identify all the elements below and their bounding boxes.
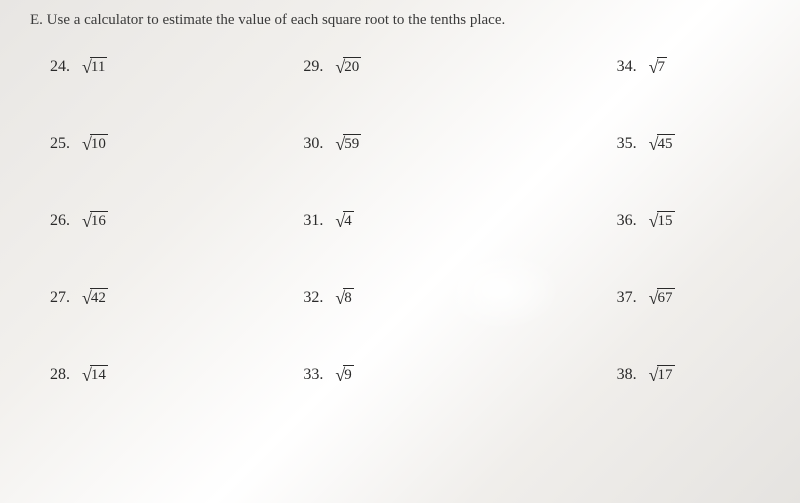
radical-icon: √ <box>335 289 345 307</box>
problem-number: 32. <box>303 289 323 307</box>
radical-icon: √ <box>82 366 92 384</box>
sqrt-expression: √ 45 <box>649 134 675 153</box>
radicand: 42 <box>90 288 108 307</box>
radical-icon: √ <box>82 289 92 307</box>
radicand: 67 <box>657 288 675 307</box>
radicand: 17 <box>657 365 675 384</box>
problem-36: 36. √ 15 <box>557 211 770 230</box>
radicand: 16 <box>90 211 108 230</box>
radicand: 15 <box>657 211 675 230</box>
sqrt-expression: √ 10 <box>82 134 108 153</box>
radicand: 14 <box>90 365 108 384</box>
problem-26: 26. √ 16 <box>50 211 263 230</box>
problem-number: 31. <box>303 212 323 230</box>
radical-icon: √ <box>82 135 92 153</box>
problem-35: 35. √ 45 <box>557 134 770 153</box>
problem-28: 28. √ 14 <box>50 365 263 384</box>
radical-icon: √ <box>335 212 345 230</box>
problem-number: 35. <box>617 135 637 153</box>
problem-29: 29. √ 20 <box>303 57 516 76</box>
problem-number: 29. <box>303 58 323 76</box>
sqrt-expression: √ 14 <box>82 365 108 384</box>
problem-24: 24. √ 11 <box>50 57 263 76</box>
problem-38: 38. √ 17 <box>557 365 770 384</box>
radicand: 20 <box>343 57 361 76</box>
problem-number: 37. <box>617 289 637 307</box>
sqrt-expression: √ 67 <box>649 288 675 307</box>
radicand: 10 <box>90 134 108 153</box>
sqrt-expression: √ 16 <box>82 211 108 230</box>
sqrt-expression: √ 15 <box>649 211 675 230</box>
radical-icon: √ <box>82 212 92 230</box>
radical-icon: √ <box>649 135 659 153</box>
sqrt-expression: √ 42 <box>82 288 108 307</box>
problem-number: 24. <box>50 58 70 76</box>
radical-icon: √ <box>335 135 345 153</box>
sqrt-expression: √ 11 <box>82 57 107 76</box>
sqrt-expression: √ 59 <box>335 134 361 153</box>
problem-number: 33. <box>303 366 323 384</box>
sqrt-expression: √ 7 <box>649 57 667 76</box>
sqrt-expression: √ 20 <box>335 57 361 76</box>
problem-34: 34. √ 7 <box>557 57 770 76</box>
radical-icon: √ <box>649 58 659 76</box>
sqrt-expression: √ 9 <box>335 365 353 384</box>
problem-number: 28. <box>50 366 70 384</box>
problems-grid: 24. √ 11 29. √ 20 34. √ 7 25. √ 10 30. √… <box>30 57 770 384</box>
sqrt-expression: √ 4 <box>335 211 353 230</box>
problem-27: 27. √ 42 <box>50 288 263 307</box>
problem-number: 30. <box>303 135 323 153</box>
radicand: 45 <box>657 134 675 153</box>
problem-25: 25. √ 10 <box>50 134 263 153</box>
radical-icon: √ <box>82 58 92 76</box>
radical-icon: √ <box>335 366 345 384</box>
problem-number: 26. <box>50 212 70 230</box>
problem-number: 38. <box>617 366 637 384</box>
radical-icon: √ <box>649 366 659 384</box>
sqrt-expression: √ 17 <box>649 365 675 384</box>
radical-icon: √ <box>335 58 345 76</box>
problem-number: 27. <box>50 289 70 307</box>
radicand: 59 <box>343 134 361 153</box>
sqrt-expression: √ 8 <box>335 288 353 307</box>
problem-31: 31. √ 4 <box>303 211 516 230</box>
problem-number: 25. <box>50 135 70 153</box>
problem-33: 33. √ 9 <box>303 365 516 384</box>
problem-number: 36. <box>617 212 637 230</box>
section-header: E. Use a calculator to estimate the valu… <box>30 12 770 29</box>
problem-30: 30. √ 59 <box>303 134 516 153</box>
radical-icon: √ <box>649 289 659 307</box>
radical-icon: √ <box>649 212 659 230</box>
problem-37: 37. √ 67 <box>557 288 770 307</box>
problem-32: 32. √ 8 <box>303 288 516 307</box>
radicand: 11 <box>90 57 107 76</box>
problem-number: 34. <box>617 58 637 76</box>
